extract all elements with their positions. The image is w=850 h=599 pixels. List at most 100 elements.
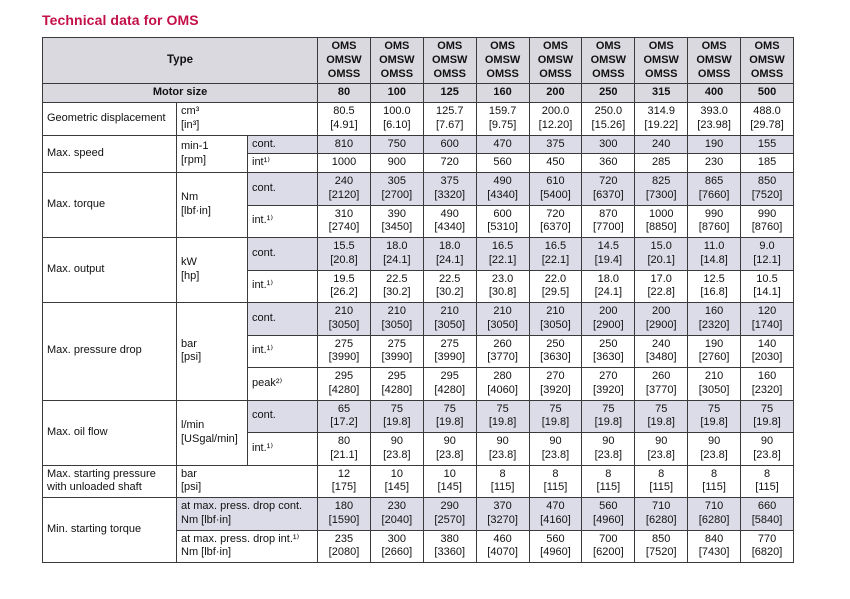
param-label: Max. speed <box>42 134 177 173</box>
condition-label: cont. <box>246 302 319 336</box>
model-header: OMS OMSW OMSS <box>740 36 794 85</box>
value-cell: 90 [23.8] <box>740 432 794 466</box>
value-cell: 200 [2900] <box>634 302 689 336</box>
param-label: Max. output <box>42 237 177 303</box>
value-cell: 720 [6370] <box>581 172 636 206</box>
value-cell: 375 <box>528 134 583 155</box>
value-cell: 100.0 [6.10] <box>369 102 424 136</box>
condition-label: int.¹⁾ <box>246 432 319 466</box>
value-cell: 75 [19.8] <box>581 399 636 433</box>
value-cell: 865 [7660] <box>687 172 742 206</box>
motor-size-value: 125 <box>422 83 477 103</box>
value-cell: 295 [4280] <box>317 367 371 401</box>
value-cell: 75 [19.8] <box>740 399 794 433</box>
value-cell: 610 [5400] <box>528 172 583 206</box>
table-body: Geometric displacement cm³ [in³] 80.5 [4.91]… <box>42 102 794 563</box>
value-cell: 560 [4960] <box>581 497 636 531</box>
value-cell: 990 [8760] <box>740 204 794 238</box>
value-cell: 210 [3050] <box>422 302 477 336</box>
value-cell: 210 [3050] <box>317 302 371 336</box>
param-label: Max. pressure drop <box>42 302 177 401</box>
value-cell: 840 [7430] <box>687 529 742 563</box>
value-cell: 160 [2320] <box>687 302 742 336</box>
value-cell: 314.9 [19.22] <box>634 102 689 136</box>
value-cell: 190 <box>687 134 742 155</box>
unit-label: Nm [lbf·in] <box>176 172 248 238</box>
condition-label: cont. <box>246 237 319 271</box>
header-row-motor-size: Motor size 80 100 125 160 200 250 315 400 500 <box>41 83 794 103</box>
motor-size-value: 500 <box>740 83 794 103</box>
motor-size-value: 400 <box>687 83 742 103</box>
value-cell: 305 [2700] <box>369 172 424 206</box>
table-row: at max. press. drop int.¹⁾ Nm [lbf·in] 235… <box>43 529 794 563</box>
value-cell: 720 [6370] <box>528 204 583 238</box>
value-cell: 8 [115] <box>475 464 530 498</box>
value-cell: 11.0 [14.8] <box>687 237 742 271</box>
value-cell: 660 [5840] <box>740 497 794 531</box>
table-row: Max. oil flow l/min [USgal/min] cont. 65 [17.… <box>42 399 794 466</box>
unit-label: bar [psi] <box>176 302 248 401</box>
value-cell: 65 [17.2] <box>317 399 371 433</box>
technical-data-table: Type OMS OMSW OMSS OMS OMSW OMSS OMS OMSW OMSS OMS… <box>41 36 794 563</box>
value-cell: 22.5 [30.2] <box>422 269 477 303</box>
value-cell: 90 [23.8] <box>422 432 477 466</box>
model-header: OMS OMSW OMSS <box>634 36 689 85</box>
value-cell: 22.0 [29.5] <box>528 269 583 303</box>
value-cell: 470 [4160] <box>528 497 583 531</box>
unit-label: kW [hp] <box>176 237 248 303</box>
value-cell: 200.0 [12.20] <box>528 102 583 136</box>
value-cell: 15.0 [20.1] <box>634 237 689 271</box>
value-cell: 16.5 [22.1] <box>528 237 583 271</box>
table-row: Max. output kW [hp] cont. 15.5 [20.8] 18.0 [24.… <box>42 237 794 303</box>
value-cell: 75 [19.8] <box>369 399 424 433</box>
value-cell: 560 <box>475 153 530 173</box>
value-cell: 380 [3360] <box>422 529 477 563</box>
value-cell: 14.5 [19.4] <box>581 237 636 271</box>
motor-size-value: 80 <box>317 83 371 103</box>
value-cell: 850 [7520] <box>740 172 794 206</box>
motor-size-value: 200 <box>528 83 583 103</box>
table-row: Max. speed min-1 [rpm] cont. 810 750 600 470 375… <box>42 134 794 173</box>
param-label: Max. starting pressure with unloaded shaf… <box>42 464 177 498</box>
table-row: Min. starting torque at max. press. drop … <box>42 497 794 563</box>
value-cell: 390 [3450] <box>369 204 424 238</box>
unit-label: bar [psi] <box>175 464 319 498</box>
value-cell: 270 [3920] <box>528 367 583 401</box>
value-cell: 290 [2570] <box>422 497 477 531</box>
value-cell: 240 [3480] <box>634 334 689 368</box>
value-cell: 260 [3770] <box>475 334 530 368</box>
table-row: Max. torque Nm [lbf·in] cont. 240 [2120] 305 [2… <box>42 172 794 238</box>
value-cell: 75 [19.8] <box>687 399 742 433</box>
value-cell: 210 [3050] <box>475 302 530 336</box>
value-cell: 90 [23.8] <box>528 432 583 466</box>
value-cell: 560 [4960] <box>528 529 583 563</box>
value-cell: 460 [4070] <box>475 529 530 563</box>
value-cell: 210 [3050] <box>687 367 742 401</box>
value-cell: 75 [19.8] <box>475 399 530 433</box>
value-cell: 260 [3770] <box>634 367 689 401</box>
value-cell: 230 [2040] <box>369 497 424 531</box>
value-cell: 488.0 [29.78] <box>740 102 794 136</box>
model-header: OMS OMSW OMSS <box>581 36 636 85</box>
value-cell: 370 [3270] <box>475 497 530 531</box>
motor-size-header: Motor size <box>41 83 319 103</box>
value-cell: 18.0 [24.1] <box>422 237 477 271</box>
value-cell: 12.5 [16.8] <box>687 269 742 303</box>
value-cell: 18.0 [24.1] <box>369 237 424 271</box>
header-row-models: Type OMS OMSW OMSS OMS OMSW OMSS OMS OMSW OMSS OMS… <box>41 36 794 85</box>
value-cell: 17.0 [22.8] <box>634 269 689 303</box>
value-cell: 295 [4280] <box>422 367 477 401</box>
table-row: Max. starting pressure with unloaded shaf… <box>42 464 794 498</box>
value-cell: 90 [23.8] <box>687 432 742 466</box>
value-cell: 210 [3050] <box>369 302 424 336</box>
value-cell: 80.5 [4.91] <box>317 102 371 136</box>
value-cell: 230 <box>687 153 742 173</box>
model-header: OMS OMSW OMSS <box>528 36 583 85</box>
model-header: OMS OMSW OMSS <box>317 36 371 85</box>
value-cell: 810 <box>317 134 371 155</box>
table-row: int.¹⁾ 19.5 [26.2] 22.5 [30.2] 22.5 [30.2] 23.0… <box>43 269 794 303</box>
condition-label: at max. press. drop int.¹⁾ Nm [lbf·in] <box>175 529 319 563</box>
value-cell: 8 [115] <box>634 464 689 498</box>
value-cell: 600 [5310] <box>475 204 530 238</box>
condition-label: cont. <box>246 399 319 433</box>
